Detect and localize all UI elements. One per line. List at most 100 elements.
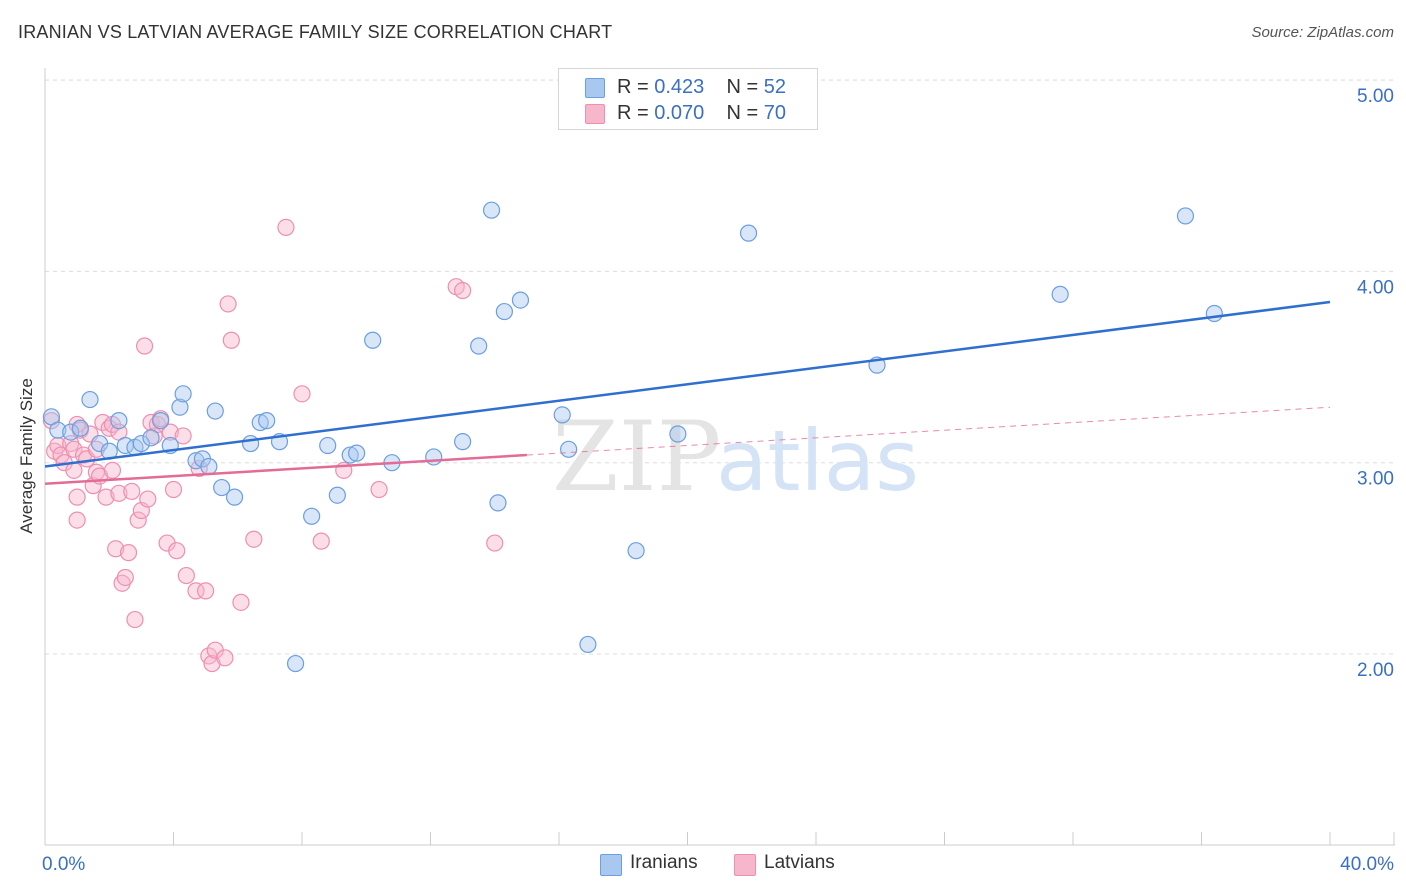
latvian-point: [139, 490, 157, 508]
iranian-point: [482, 201, 501, 219]
latvian-point: [135, 337, 154, 355]
iranian-point: [489, 494, 507, 512]
latvian-point: [222, 331, 240, 349]
n-label: N =: [726, 76, 759, 98]
iranian-point: [328, 486, 346, 504]
iranian-point: [303, 507, 321, 525]
iranian-point: [286, 654, 305, 673]
latvian-point: [68, 511, 86, 529]
latvian-point: [42, 412, 61, 430]
iranian-point: [206, 402, 224, 420]
latvian-point: [370, 480, 388, 499]
r-label: R =: [617, 102, 649, 124]
iranian-point: [511, 291, 530, 309]
iranian-point: [319, 436, 337, 455]
iranian-point: [341, 446, 359, 464]
latvians-trend-line: [44, 453, 527, 485]
latvian-point: [174, 427, 192, 445]
iranian-point: [251, 413, 269, 432]
watermark-atlas: atlas: [716, 412, 919, 510]
iranian-point: [470, 337, 488, 355]
iranian-point: [258, 412, 276, 430]
latvian-point: [107, 540, 125, 558]
iranians-legend-label: Iranians: [630, 852, 698, 873]
y-axis-label: Average Family Size: [17, 378, 36, 534]
latvian-point: [177, 566, 195, 585]
latvian-point: [197, 582, 215, 600]
iranians-swatch: [585, 78, 605, 98]
latvian-point: [116, 568, 134, 587]
latvian-point: [486, 534, 504, 552]
x-tick-label: 40.0%: [1340, 854, 1394, 875]
iranians-legend-swatch: [600, 854, 622, 876]
iranian-point: [1176, 207, 1195, 225]
latvian-point: [293, 385, 311, 403]
iranian-point: [560, 440, 578, 458]
latvians-swatch: [585, 104, 605, 124]
n-value-latvians: 70: [763, 102, 787, 124]
latvian-point: [49, 436, 67, 455]
latvian-point: [110, 484, 128, 502]
latvian-point: [68, 488, 86, 506]
r-label: R =: [617, 76, 649, 98]
watermark-zip: ZIP: [552, 401, 721, 513]
latvian-point: [129, 511, 147, 529]
iranian-point: [364, 331, 382, 349]
latvians-legend-swatch: [734, 854, 756, 876]
iranian-point: [348, 444, 366, 462]
iranian-point: [110, 412, 128, 430]
x-tick-label: 0.0%: [42, 854, 85, 875]
iranians-trend-line: [44, 300, 1331, 468]
chart-title: IRANIAN VS LATVIAN AVERAGE FAMILY SIZE C…: [18, 22, 613, 42]
iranian-point: [669, 425, 687, 443]
watermark: ZIP atlas: [552, 401, 919, 513]
grid-lines: [45, 79, 1395, 655]
iranian-point: [200, 457, 218, 476]
iranian-point: [49, 421, 67, 439]
iranian-point: [132, 434, 150, 453]
latvian-point: [161, 423, 179, 441]
n-value-iranians: 52: [763, 76, 787, 98]
iranian-point: [174, 385, 192, 403]
y-tick-label: 4.00: [1357, 277, 1394, 298]
data-points: [42, 201, 1223, 673]
n-label: N =: [726, 102, 759, 124]
latvians-trend-extension: [526, 406, 1331, 456]
latvian-point: [277, 218, 295, 237]
latvian-point: [454, 281, 472, 300]
correlation-legend: R = 0.423 N = 52 R = 0.070 N = 70: [558, 68, 818, 130]
iranian-point: [152, 412, 170, 430]
iranian-point: [142, 429, 160, 447]
y-tick-label: 3.00: [1357, 469, 1394, 490]
iranian-point: [1051, 285, 1069, 303]
iranian-point: [553, 406, 571, 424]
latvian-point: [312, 532, 330, 550]
latvians-legend-label: Latvians: [764, 852, 835, 873]
latvian-point: [168, 542, 186, 560]
iranian-point: [495, 302, 513, 321]
latvian-point: [164, 480, 183, 499]
y-tick-label: 5.00: [1357, 86, 1394, 107]
trend-lines: [44, 300, 1331, 485]
source-label: Source: ZipAtlas.com: [1251, 24, 1394, 41]
iranian-point: [71, 419, 89, 437]
latvian-point: [187, 582, 205, 600]
iranian-point: [579, 635, 597, 654]
iranian-point: [81, 390, 99, 409]
latvian-point: [126, 610, 144, 629]
latvian-point: [219, 295, 237, 313]
latvian-point: [65, 440, 83, 458]
r-value-latvians: 0.070: [654, 102, 705, 124]
iranian-point: [454, 433, 472, 451]
y-tick-label: 2.00: [1357, 660, 1394, 681]
latvian-point: [97, 488, 115, 506]
iranian-point: [425, 448, 443, 466]
latvian-point: [103, 461, 122, 479]
iranian-point: [242, 434, 260, 453]
iranian-point: [225, 488, 244, 506]
axes: [44, 68, 1395, 846]
iranian-point: [171, 398, 189, 416]
tick-labels: 2.00 3.00 4.00 5.00 0.0% 40.0%: [42, 86, 1394, 875]
iranian-point: [62, 423, 80, 441]
